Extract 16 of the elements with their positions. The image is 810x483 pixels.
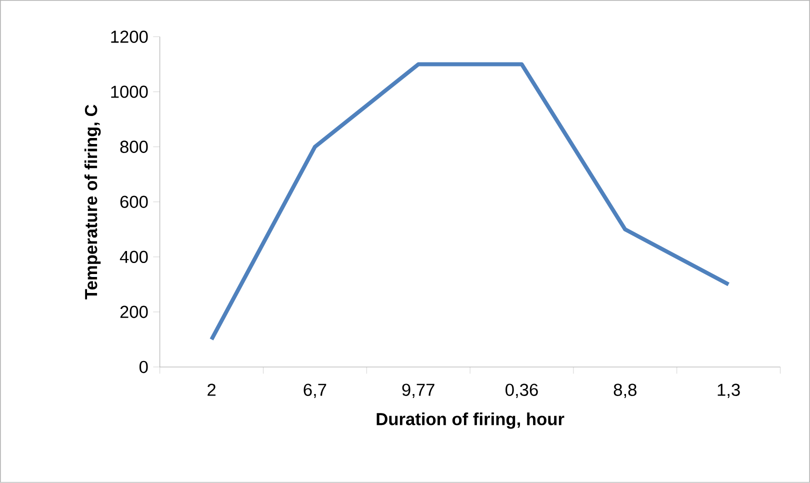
y-tick-label: 200 bbox=[120, 306, 148, 318]
y-axis-title: Temperature of firing, C bbox=[84, 104, 101, 300]
y-tick-label: 800 bbox=[120, 140, 148, 154]
y-tick-label: 600 bbox=[120, 196, 148, 208]
x-axis-title: Duration of firing, hour bbox=[376, 412, 564, 429]
y-tick-label: 400 bbox=[120, 250, 148, 264]
x-tick-label: 9,77 bbox=[402, 384, 434, 398]
y-tick-label: 1000 bbox=[111, 86, 148, 98]
y-tick-label: 1200 bbox=[111, 30, 148, 44]
y-tick-label: 0 bbox=[139, 360, 148, 374]
x-tick-label: 2 bbox=[208, 384, 216, 396]
x-tick-label: 0,36 bbox=[506, 384, 538, 398]
line-series bbox=[210, 62, 731, 342]
x-tick-label: 8,8 bbox=[614, 384, 636, 398]
x-tick-label: 6,7 bbox=[304, 384, 326, 398]
x-tick-label: 1,3 bbox=[718, 384, 740, 398]
